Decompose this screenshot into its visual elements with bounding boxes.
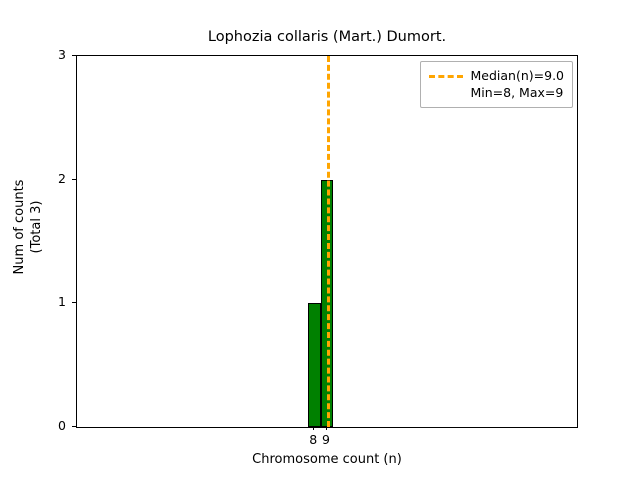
y-tick-label-2: 2 (58, 170, 66, 186)
x-tick-mark-9 (326, 426, 327, 430)
x-axis-label: Chromosome count (n) (252, 452, 402, 467)
y-axis-label-line-1: Num of counts (12, 179, 27, 275)
chart-legend: Median(n)=9.0 Min=8, Max=9 (419, 61, 573, 108)
legend-label-1: Min=8, Max=9 (470, 85, 564, 100)
median-line (327, 56, 330, 427)
legend-label-0: Median(n)=9.0 (470, 68, 565, 83)
x-tick-mark-8 (313, 426, 315, 430)
x-tick-label-8: 8 (309, 432, 318, 447)
y-tick-label-1: 1 (58, 294, 66, 310)
legend-dashed-line-icon (428, 69, 463, 83)
bar-8 (307, 303, 321, 427)
y-tick-label-0: 0 (58, 418, 66, 433)
y-tick-mark-2 (72, 178, 76, 180)
chart-title: Lophozia collaris (Mart.) Dumort. (207, 29, 447, 45)
y-axis-label: Num of counts (Total 3) (11, 77, 45, 377)
y-tick-mark-3 (72, 55, 76, 56)
plot-area: Median(n)=9.0 Min=8, Max=9 (76, 55, 578, 428)
legend-entry-0: Median(n)=9.0 (428, 67, 565, 84)
y-tick-label-3: 3 (58, 47, 66, 62)
y-tick-mark-1 (72, 302, 76, 304)
x-tick-label-9: 9 (322, 432, 330, 447)
y-axis-label-line-2: (Total 3) (29, 200, 44, 254)
legend-entry-1: Min=8, Max=9 (429, 84, 565, 101)
y-tick-mark-0 (72, 426, 76, 427)
